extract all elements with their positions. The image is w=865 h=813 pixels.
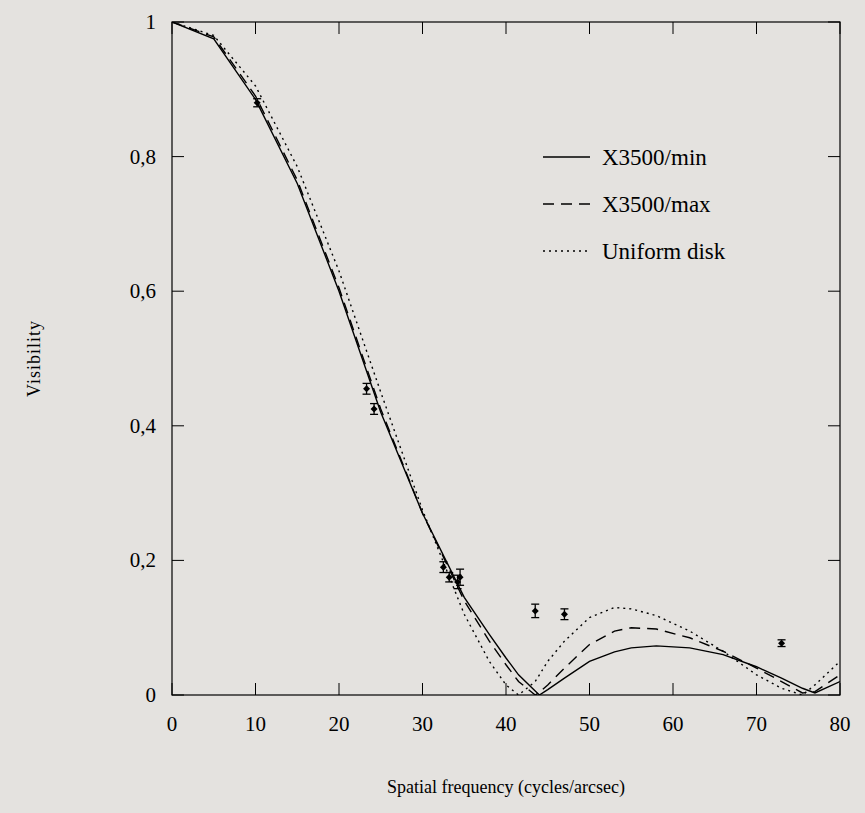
error-cap — [370, 414, 378, 415]
x-tick — [840, 683, 841, 695]
x-tick-top — [422, 22, 423, 34]
measurement — [560, 609, 568, 620]
x-tick-label: 50 — [579, 712, 600, 736]
x-tick-label: 80 — [830, 712, 851, 736]
error-cap — [253, 98, 261, 99]
error-cap — [439, 561, 447, 562]
measurement — [456, 569, 464, 585]
error-cap — [456, 568, 464, 569]
data-point — [446, 574, 453, 581]
error-cap — [531, 617, 539, 618]
y-tick — [172, 425, 184, 426]
y-tick — [172, 695, 184, 696]
x-axis-title: Spatial frequency (cycles/arcsec) — [387, 777, 625, 798]
y-tick-label: 0,6 — [130, 279, 156, 303]
legend-swatch — [543, 203, 590, 204]
data-point — [440, 564, 447, 571]
error-cap — [363, 383, 371, 384]
data-point — [778, 640, 785, 647]
y-tick-right — [828, 695, 840, 696]
y-tick — [172, 156, 184, 157]
data-point — [561, 611, 568, 618]
x-tick — [589, 683, 590, 695]
y-tick-right — [828, 291, 840, 292]
x-tick-label: 0 — [167, 712, 178, 736]
chart: 0 10 20 30 40 50 60 70 80 0 0,2 0,4 0,6 0,8 1 Spatial f… — [0, 0, 865, 813]
y-tick-label: 0,2 — [130, 548, 156, 572]
data-point — [371, 405, 378, 412]
y-tick-label: 0 — [146, 683, 157, 707]
data-point — [363, 385, 370, 392]
error-cap — [454, 588, 462, 589]
measurement — [445, 573, 453, 582]
error-cap — [456, 585, 464, 586]
x-tick-top — [840, 22, 841, 34]
data-point — [532, 607, 539, 614]
plot-frame — [172, 22, 840, 695]
x-tick-label: 30 — [412, 712, 433, 736]
x-tick-top — [255, 22, 256, 34]
legend-label: X3500/min — [602, 145, 707, 170]
error-cap — [253, 106, 261, 107]
error-cap — [531, 603, 539, 604]
error-cap — [560, 608, 568, 609]
error-cap — [445, 572, 453, 573]
plot-area — [172, 22, 840, 695]
error-cap — [363, 394, 371, 395]
x-tick — [172, 683, 173, 695]
measurement — [439, 562, 447, 573]
y-tick-right — [828, 560, 840, 561]
x-tick-label: 70 — [746, 712, 767, 736]
x-tick — [339, 683, 340, 695]
x-tick-top — [756, 22, 757, 34]
x-tick-label: 40 — [496, 712, 517, 736]
y-tick-right — [828, 156, 840, 157]
y-tick-label: 1 — [146, 10, 157, 34]
series-line — [172, 22, 840, 695]
x-tick — [506, 683, 507, 695]
x-tick-label: 60 — [663, 712, 684, 736]
measurement — [363, 383, 371, 394]
measurement — [253, 99, 261, 107]
legend-label: X3500/max — [602, 192, 711, 217]
y-tick-right — [828, 425, 840, 426]
series-line — [172, 22, 840, 695]
y-tick-label: 0,8 — [130, 145, 156, 169]
error-cap — [445, 581, 453, 582]
x-tick — [422, 683, 423, 695]
error-cap — [560, 619, 568, 620]
legend-swatch — [543, 250, 590, 251]
x-tick — [756, 683, 757, 695]
measurement — [531, 604, 539, 617]
measurement — [370, 404, 378, 415]
y-tick-label: 0,4 — [130, 414, 157, 438]
legend-swatch — [543, 156, 590, 157]
data-point — [457, 574, 464, 581]
x-tick-top — [506, 22, 507, 34]
x-tick-top — [589, 22, 590, 34]
x-tick-top — [339, 22, 340, 34]
legend: X3500/min X3500/max Uniform disk — [543, 145, 726, 264]
measurement — [778, 640, 786, 647]
data-point — [254, 99, 261, 106]
x-tick-label: 10 — [245, 712, 266, 736]
x-tick-top — [673, 22, 674, 34]
x-tick — [673, 683, 674, 695]
legend-label: Uniform disk — [602, 239, 726, 264]
x-tick — [255, 683, 256, 695]
series-line — [172, 22, 840, 695]
y-axis-title: Visibility — [24, 320, 44, 397]
x-tick-top — [172, 22, 173, 34]
x-tick-label: 20 — [329, 712, 350, 736]
y-tick-right — [828, 22, 840, 23]
y-tick — [172, 560, 184, 561]
error-cap — [370, 403, 378, 404]
y-tick — [172, 291, 184, 292]
background — [0, 0, 865, 813]
